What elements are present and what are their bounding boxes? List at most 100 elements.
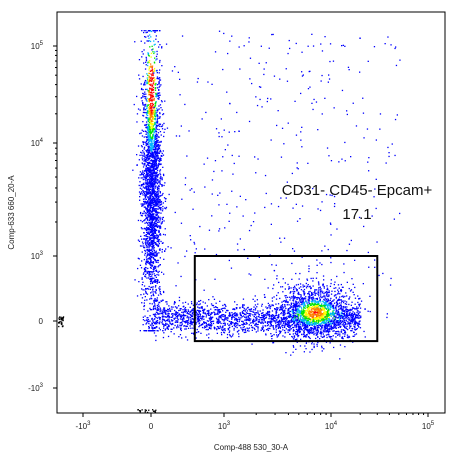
event-dot <box>280 308 282 310</box>
event-dot <box>157 195 159 197</box>
event-dot <box>148 72 151 75</box>
event-dot <box>150 184 152 187</box>
event-dot <box>143 93 145 95</box>
event-dot <box>156 107 158 109</box>
event-dot <box>221 328 223 330</box>
event-dot <box>147 139 150 141</box>
event-dot <box>155 243 157 245</box>
event-dot <box>190 321 192 323</box>
event-dot <box>154 242 156 244</box>
event-dot <box>244 310 246 312</box>
event-dot <box>142 184 144 186</box>
event-dot <box>163 307 166 309</box>
event-dot <box>276 311 278 313</box>
event-dot <box>150 136 152 138</box>
event-dot <box>152 198 154 200</box>
event-dot <box>292 308 295 310</box>
event-dot <box>144 124 147 126</box>
event-dot <box>144 130 147 132</box>
event-dot <box>218 308 220 311</box>
event-dot <box>316 264 318 266</box>
event-dot <box>143 308 145 311</box>
event-dot <box>305 282 307 285</box>
event-dot <box>161 152 163 155</box>
event-dot <box>156 299 159 301</box>
event-dot <box>150 111 152 113</box>
event-dot <box>154 219 156 221</box>
event-dot <box>153 80 155 83</box>
event-dot <box>352 319 355 321</box>
event-dot <box>146 246 148 249</box>
event-dot <box>138 59 141 61</box>
event-dot <box>309 318 311 320</box>
event-dot <box>145 168 147 170</box>
event-dot <box>315 308 317 310</box>
event-dot <box>155 316 157 319</box>
event-dot <box>352 317 354 319</box>
event-dot <box>227 317 229 320</box>
event-dot <box>151 232 153 234</box>
event-dot <box>147 150 150 152</box>
event-dot <box>340 289 342 291</box>
event-dot <box>143 330 145 332</box>
event-dot <box>143 160 145 162</box>
event-dot <box>206 305 208 307</box>
event-dot <box>299 327 301 329</box>
event-dot <box>199 315 201 317</box>
event-dot <box>142 143 145 145</box>
event-dot <box>358 317 360 319</box>
event-dot <box>338 287 340 289</box>
event-dot <box>321 308 323 311</box>
event-dot <box>146 321 149 323</box>
event-dot <box>149 231 152 234</box>
event-dot <box>159 311 161 313</box>
event-dot <box>354 329 357 331</box>
event-dot <box>154 279 156 281</box>
event-dot <box>324 326 326 328</box>
event-dot <box>238 333 240 335</box>
event-dot <box>146 112 148 114</box>
event-dot <box>164 320 167 322</box>
event-dot <box>322 317 324 319</box>
event-dot <box>154 119 157 121</box>
event-dot <box>278 334 280 336</box>
event-dot <box>196 303 198 306</box>
event-dot <box>344 332 347 334</box>
event-dot <box>349 320 351 322</box>
event-dot <box>344 327 346 329</box>
event-dot <box>289 316 291 319</box>
event-dot <box>157 330 159 332</box>
event-dot <box>257 326 259 328</box>
event-dot <box>153 114 156 116</box>
event-dot <box>147 98 149 100</box>
event-dot <box>275 311 277 313</box>
event-dot <box>268 318 270 320</box>
event-dot <box>209 317 211 319</box>
event-dot <box>136 164 138 166</box>
event-dot <box>210 317 212 319</box>
event-dot <box>321 322 323 324</box>
event-dot <box>156 122 158 124</box>
event-dot <box>345 292 347 294</box>
event-dot <box>240 327 242 329</box>
event-dot <box>152 167 155 170</box>
event-dot <box>137 267 139 270</box>
event-dot <box>348 312 350 315</box>
event-dot <box>153 230 156 232</box>
event-dot <box>148 227 150 229</box>
event-dot <box>159 191 161 193</box>
event-dot <box>149 257 151 259</box>
event-dot <box>241 323 243 326</box>
event-dot <box>177 324 179 326</box>
event-dot <box>208 311 210 313</box>
event-dot <box>158 252 160 254</box>
event-dot <box>145 196 147 198</box>
event-dot <box>308 315 310 317</box>
event-dot <box>284 305 286 307</box>
event-dot <box>269 315 271 317</box>
event-dot <box>155 167 157 170</box>
event-dot <box>286 300 288 303</box>
event-dot <box>282 335 284 337</box>
event-dot <box>340 307 342 309</box>
event-dot <box>144 109 146 111</box>
